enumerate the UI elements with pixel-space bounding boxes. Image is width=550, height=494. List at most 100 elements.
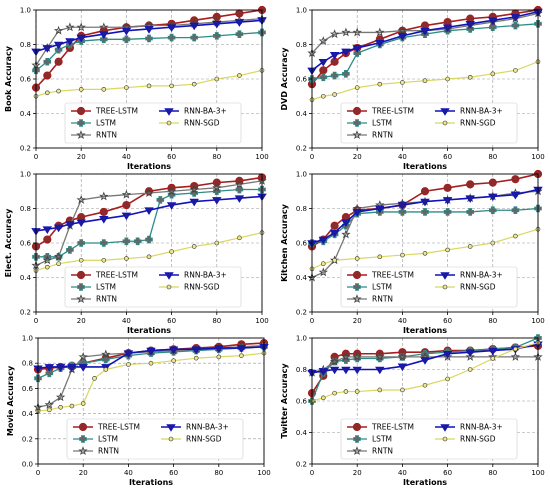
data-point-rnn-sgd xyxy=(320,261,326,267)
data-point-rnn-sgd xyxy=(467,74,473,80)
x-tick-label: 60 xyxy=(443,153,452,161)
legend-marker-rntn xyxy=(352,294,362,303)
data-point-rnn-sgd xyxy=(354,389,360,394)
data-point-rnn-sgd xyxy=(513,68,518,73)
data-point-rnn-sgd xyxy=(490,240,496,246)
data-point-rnn-sgd xyxy=(216,354,222,360)
data-point-lstm xyxy=(235,185,244,194)
legend-label-rnn-sgd: RNN-SGD xyxy=(184,119,220,128)
y-tick-label: 0.6 xyxy=(20,76,32,84)
data-point-rnn-ba-3+ xyxy=(375,366,385,375)
legend-marker-tree-lstm xyxy=(352,422,362,432)
data-point-rnn-sgd xyxy=(445,76,450,82)
legend-marker-lstm xyxy=(77,119,85,127)
legend-label-rntn: RNTN xyxy=(372,295,393,304)
data-point-rnn-ba-3+ xyxy=(123,350,134,358)
panel-2: 0 20 40 60 80 100 0.2 0.4 0.6 0.8 1.0 Iterations DVD… xyxy=(280,5,545,171)
x-tick-label: 100 xyxy=(531,153,544,161)
legend-label-rntn: RNTN xyxy=(96,295,117,304)
data-point-rnn-sgd xyxy=(237,235,242,241)
legend-marker-lstm xyxy=(353,283,361,291)
data-point-lstm xyxy=(133,237,142,246)
x-tick-label: 20 xyxy=(79,469,88,477)
x-tick-label: 60 xyxy=(167,153,176,161)
panel-1: 0 20 40 60 80 100 0.2 0.4 0.6 0.8 1.0 Iterations Boo… xyxy=(4,5,269,171)
data-point-rntn xyxy=(341,229,351,239)
data-point-lstm xyxy=(489,206,497,215)
legend-marker-rntn xyxy=(76,294,86,303)
data-point-rnn-sgd xyxy=(490,71,496,77)
data-point-lstm xyxy=(54,45,63,54)
x-tick-label: 0 xyxy=(36,469,40,477)
data-point-rnn-sgd xyxy=(146,254,152,260)
data-point-rnn-ba-3+ xyxy=(352,209,362,217)
x-tick-label: 40 xyxy=(122,317,131,325)
data-point-rnn-ba-3+ xyxy=(465,20,475,29)
legend-label-rnn-sgd: RNN-SGD xyxy=(460,283,496,292)
legend-label-rnn-sgd: RNN-SGD xyxy=(186,435,222,444)
legend-box xyxy=(340,266,518,308)
legend-marker-tree-lstm xyxy=(76,106,86,116)
data-point-rnn-ba-3+ xyxy=(510,14,521,22)
data-point-rnn-ba-3+ xyxy=(212,20,222,29)
data-point-rntn xyxy=(375,351,385,361)
data-point-rnn-sgd xyxy=(239,353,244,358)
x-axis-label: Iterations xyxy=(403,478,447,487)
data-point-rnn-sgd xyxy=(148,360,154,366)
y-tick-label: 1.0 xyxy=(296,171,307,179)
data-point-rnn-ba-3+ xyxy=(67,364,77,372)
legend-marker-lstm xyxy=(79,435,87,443)
data-point-tree-lstm xyxy=(43,71,52,80)
legend-label-rnn-ba-3+: RNN-BA-3+ xyxy=(186,423,229,432)
data-point-rnn-ba-3+ xyxy=(420,198,430,207)
y-tick-label: 0.2 xyxy=(296,461,307,469)
legend-label-rntn: RNTN xyxy=(372,447,393,456)
data-point-rnn-ba-3+ xyxy=(465,195,475,203)
data-point-rnn-ba-3+ xyxy=(42,226,53,234)
data-point-rnn-ba-3+ xyxy=(397,33,408,41)
legend-box xyxy=(340,418,518,460)
y-tick-label: 0.4 xyxy=(296,274,308,282)
legend-marker-rnn-sgd xyxy=(166,284,172,290)
data-point-rntn xyxy=(44,399,54,409)
data-point-rnn-sgd xyxy=(69,403,75,409)
y-tick-label: 0.8 xyxy=(296,41,307,49)
data-point-rnn-ba-3+ xyxy=(375,39,385,48)
data-point-tree-lstm xyxy=(488,178,497,187)
data-point-rnn-sgd xyxy=(44,90,50,96)
data-point-tree-lstm xyxy=(319,66,328,75)
x-tick-label: 0 xyxy=(34,317,38,325)
data-point-rnn-sgd xyxy=(513,233,518,239)
data-point-rntn xyxy=(144,188,154,197)
legend-label-tree-lstm: TREE-LSTM xyxy=(371,107,414,116)
legend-label-lstm: LSTM xyxy=(372,283,392,292)
legend-label-lstm: LSTM xyxy=(372,435,392,444)
data-point-rnn-sgd xyxy=(92,376,97,381)
data-point-lstm xyxy=(511,206,520,215)
legend-label-tree-lstm: TREE-LSTM xyxy=(97,423,140,432)
legend-label-rnn-sgd: RNN-SGD xyxy=(184,283,220,292)
data-point-tree-lstm xyxy=(443,183,452,192)
data-point-rntn xyxy=(76,22,86,32)
data-point-tree-lstm xyxy=(99,207,108,217)
data-point-lstm xyxy=(122,237,131,246)
x-tick-label: 80 xyxy=(488,153,497,161)
data-point-rnn-sgd xyxy=(400,387,405,393)
x-tick-label: 80 xyxy=(212,317,221,325)
data-point-rnn-ba-3+ xyxy=(488,17,498,26)
data-point-rnn-sgd xyxy=(146,83,152,89)
x-tick-label: 60 xyxy=(169,469,178,477)
data-point-rnn-sgd xyxy=(400,252,405,258)
legend-label-lstm: LSTM xyxy=(372,119,392,128)
data-point-rnn-ba-3+ xyxy=(341,219,351,228)
legend-label-lstm: LSTM xyxy=(98,435,118,444)
data-point-rnn-ba-3+ xyxy=(465,349,475,357)
data-point-rnn-ba-3+ xyxy=(329,229,340,238)
y-tick-label: 0.4 xyxy=(296,110,308,118)
data-point-rnn-sgd xyxy=(124,85,129,90)
data-point-lstm xyxy=(342,70,350,78)
x-tick-label: 0 xyxy=(310,153,314,161)
data-point-lstm xyxy=(421,208,429,216)
data-point-lstm xyxy=(122,35,131,44)
data-point-lstm xyxy=(213,32,221,40)
